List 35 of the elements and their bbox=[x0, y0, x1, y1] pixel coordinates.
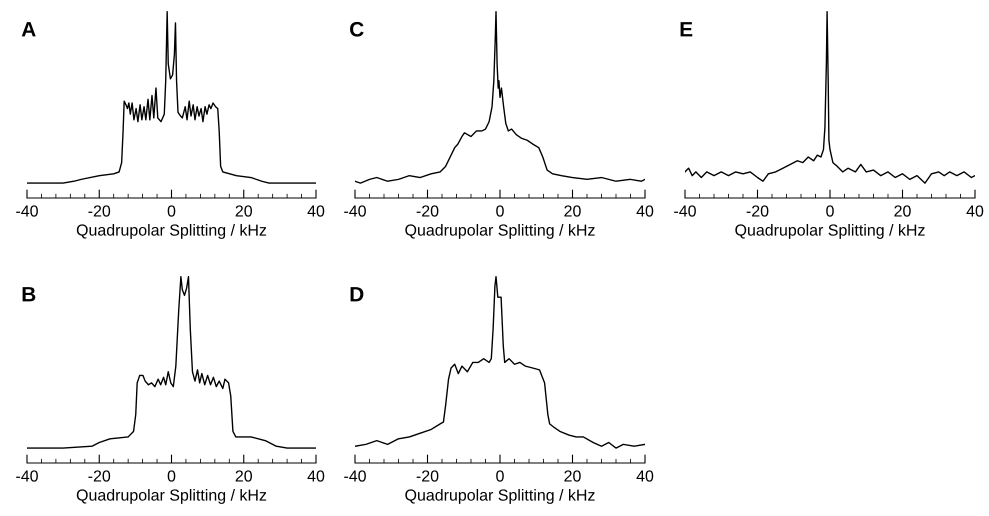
x-tick-label: -40 bbox=[16, 205, 38, 217]
x-tick-label: 0 bbox=[168, 205, 176, 217]
chart-title: D bbox=[350, 287, 364, 302]
x-axis-title: Quadrupolar Splitting / kHz bbox=[76, 489, 266, 504]
x-tick-label: 40 bbox=[636, 205, 654, 217]
x-tick-label: 20 bbox=[236, 470, 252, 482]
x-tick-label: 20 bbox=[236, 205, 252, 217]
x-axis-title: Quadrupolar Splitting / kHz bbox=[405, 489, 595, 504]
x-tick-label: -40 bbox=[344, 470, 366, 482]
x-tick-label: 40 bbox=[307, 205, 324, 217]
x-tick-label: -20 bbox=[88, 205, 110, 217]
x-tick-label: 0 bbox=[496, 205, 504, 217]
x-axis-title: Quadrupolar Splitting / kHz bbox=[405, 224, 595, 239]
x-tick-label: 40 bbox=[966, 205, 984, 217]
x-tick-label: 20 bbox=[564, 470, 581, 482]
x-tick-label: -20 bbox=[416, 205, 438, 217]
chart-title: A bbox=[22, 22, 36, 36]
x-tick-label: 20 bbox=[894, 205, 911, 217]
x-tick-label: -40 bbox=[674, 205, 696, 217]
x-axis-title: Quadrupolar Splitting / kHz bbox=[735, 224, 925, 239]
x-tick-label: 0 bbox=[496, 470, 504, 482]
chart-title: B bbox=[22, 287, 36, 302]
x-tick-label: 0 bbox=[826, 205, 834, 217]
x-tick-label: -20 bbox=[416, 470, 438, 482]
x-tick-label: -20 bbox=[746, 205, 768, 217]
x-axis-title: Quadrupolar Splitting / kHz bbox=[76, 224, 266, 239]
chart-title: E bbox=[680, 22, 692, 36]
x-tick-label: -40 bbox=[16, 470, 38, 482]
x-tick-label: 0 bbox=[168, 470, 176, 482]
x-tick-label: 20 bbox=[564, 205, 581, 217]
chart-title: C bbox=[350, 22, 364, 37]
x-tick-label: 40 bbox=[307, 470, 324, 482]
x-tick-label: -20 bbox=[88, 470, 110, 482]
x-tick-label: 40 bbox=[636, 470, 654, 482]
x-tick-label: -40 bbox=[344, 205, 366, 217]
